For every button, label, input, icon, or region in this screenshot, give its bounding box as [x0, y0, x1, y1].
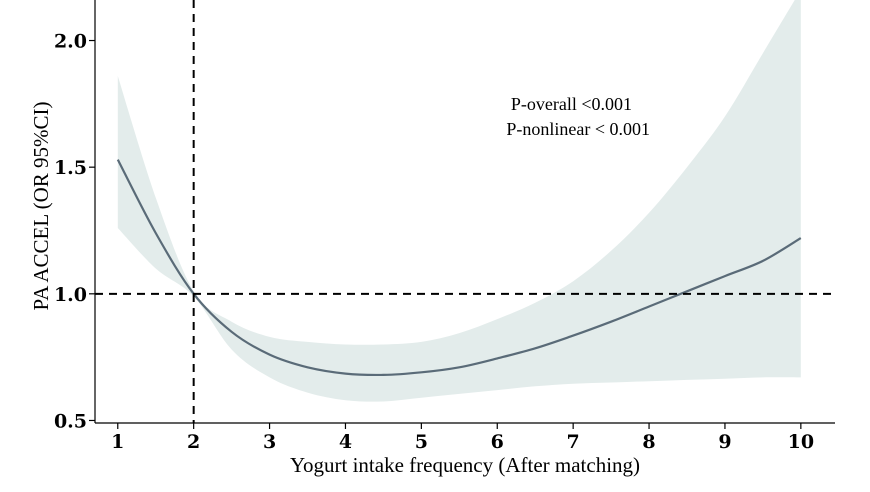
- x-tick-label: 1: [111, 431, 124, 453]
- x-tick-label: 8: [642, 431, 655, 453]
- x-tick-label: 2: [187, 431, 200, 453]
- x-tick-label: 10: [788, 431, 814, 453]
- y-tick-label: 1.0: [54, 284, 87, 306]
- axes: [94, 0, 835, 424]
- confidence-band: [117, 0, 801, 402]
- p-overall-annotation: P-overall <0.001: [511, 94, 632, 114]
- y-tick-label: 1.5: [54, 157, 87, 179]
- x-tick-label: 9: [718, 431, 731, 453]
- x-tick-label: 4: [339, 431, 352, 453]
- x-tick-label: 7: [567, 431, 580, 453]
- x-tick-label: 6: [491, 431, 504, 453]
- y-tick-label: 0.5: [54, 410, 87, 432]
- or-trend-line: [116, 159, 802, 377]
- x-tick-label: 3: [263, 431, 276, 453]
- y-axis-title: PA ACCEL (OR 95%CI): [29, 101, 53, 310]
- y-tick-label: 2.0: [54, 31, 87, 53]
- x-tick-label: 5: [415, 431, 428, 453]
- p-nonlinear-annotation: P-nonlinear < 0.001: [506, 119, 650, 139]
- x-axis-title: Yogurt intake frequency (After matching): [290, 453, 640, 477]
